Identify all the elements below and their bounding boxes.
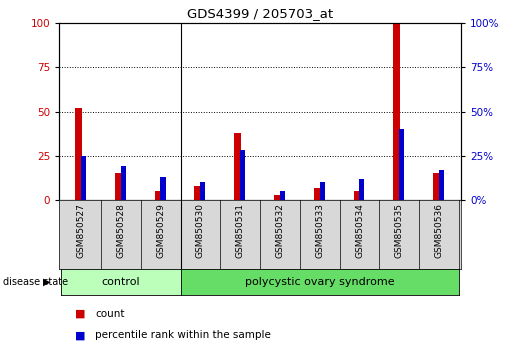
Bar bbox=[319, 182, 324, 200]
Title: GDS4399 / 205703_at: GDS4399 / 205703_at bbox=[187, 7, 333, 21]
Text: GSM850531: GSM850531 bbox=[236, 204, 245, 258]
Bar bbox=[115, 173, 122, 200]
Bar bbox=[161, 177, 166, 200]
Bar bbox=[75, 108, 82, 200]
Text: disease state: disease state bbox=[3, 277, 67, 287]
Bar bbox=[433, 173, 440, 200]
Text: GSM850528: GSM850528 bbox=[116, 204, 125, 258]
Text: GSM850533: GSM850533 bbox=[315, 204, 324, 258]
Bar bbox=[393, 23, 401, 200]
Bar bbox=[81, 156, 86, 200]
Text: ■: ■ bbox=[75, 309, 85, 319]
Text: ■: ■ bbox=[75, 330, 85, 340]
Bar bbox=[200, 182, 205, 200]
Text: GSM850534: GSM850534 bbox=[355, 204, 364, 258]
Bar bbox=[195, 186, 201, 200]
Text: GSM850529: GSM850529 bbox=[156, 204, 165, 258]
Bar bbox=[314, 188, 321, 200]
Text: percentile rank within the sample: percentile rank within the sample bbox=[95, 330, 271, 340]
Text: GSM850527: GSM850527 bbox=[77, 204, 85, 258]
Bar bbox=[240, 150, 245, 200]
Text: GSM850530: GSM850530 bbox=[196, 204, 205, 258]
Bar bbox=[399, 129, 404, 200]
Text: count: count bbox=[95, 309, 125, 319]
Text: control: control bbox=[101, 277, 140, 287]
Text: GSM850532: GSM850532 bbox=[276, 204, 284, 258]
Bar bbox=[234, 133, 242, 200]
Bar bbox=[274, 195, 281, 200]
Text: polycystic ovary syndrome: polycystic ovary syndrome bbox=[245, 277, 394, 287]
Bar bbox=[154, 191, 162, 200]
Bar bbox=[121, 166, 126, 200]
Text: ▶: ▶ bbox=[43, 277, 50, 287]
Bar bbox=[353, 191, 360, 200]
Bar bbox=[280, 191, 285, 200]
Bar bbox=[439, 170, 444, 200]
Text: GSM850535: GSM850535 bbox=[395, 204, 404, 258]
Bar bbox=[359, 179, 365, 200]
Text: GSM850536: GSM850536 bbox=[435, 204, 443, 258]
